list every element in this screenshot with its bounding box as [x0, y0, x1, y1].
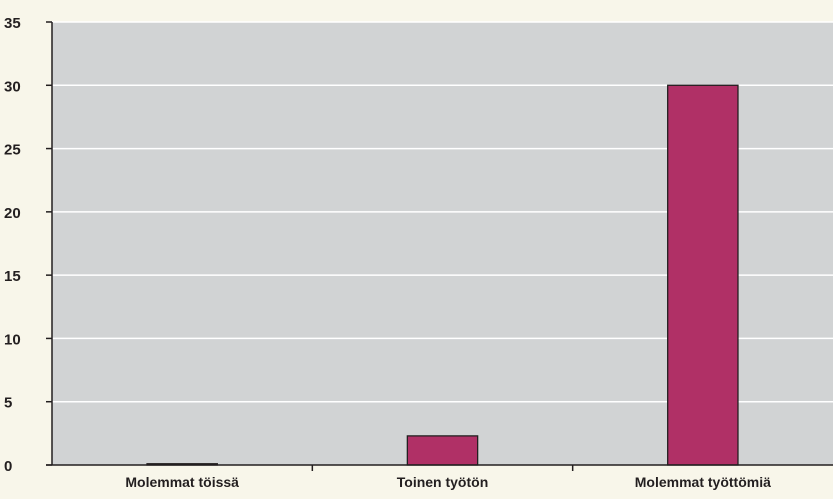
bar: [667, 84, 739, 466]
y-tick-label: 10: [4, 331, 21, 348]
y-tick-label: 0: [4, 458, 12, 475]
axes: [46, 21, 833, 471]
y-tick-label: 5: [4, 395, 12, 412]
y-tick-label: 25: [4, 142, 21, 159]
x-tick-label: Molemmat töissä: [125, 474, 239, 490]
y-tick-label: 15: [4, 268, 21, 285]
y-tick-label: 35: [4, 15, 21, 32]
bars: [146, 84, 739, 466]
bar: [406, 435, 479, 466]
y-tick-label: 20: [4, 205, 21, 222]
x-tick-label: Molemmat työttömiä: [635, 474, 771, 490]
x-tick-label: Toinen työtön: [397, 474, 489, 490]
y-tick-labels: 0 5 10 15 20 25 30 35: [4, 15, 21, 475]
x-tick-labels: Molemmat töissä Toinen työtön Molemmat työ…: [125, 474, 771, 490]
y-tick-label: 30: [4, 78, 21, 95]
